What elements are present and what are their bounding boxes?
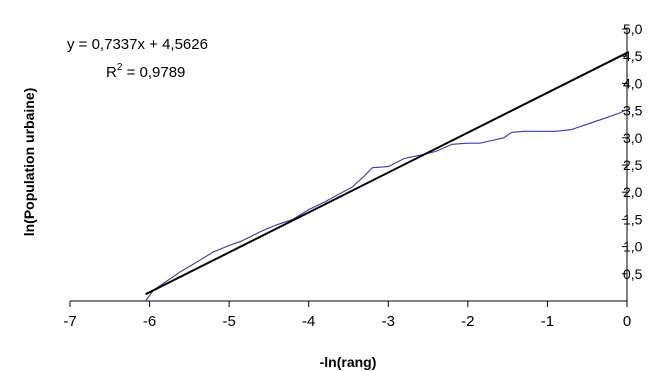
y-tick-label: 2,0: [623, 184, 643, 200]
r-squared-value: = 0,9789: [122, 64, 185, 81]
r-squared-label: R2 = 0,9789: [106, 62, 185, 81]
data-series-line: [145, 109, 628, 302]
plot-area: [145, 51, 628, 302]
r-squared-exponent: 2: [117, 62, 123, 73]
x-tick-label: -1: [541, 313, 554, 330]
y-tick-label: 3,0: [623, 130, 643, 146]
y-tick-label: 4,0: [623, 75, 643, 91]
y-tick-label: 5,0: [623, 21, 643, 37]
y-tick-label: 1,0: [623, 239, 643, 255]
y-tick-label: 4,5: [623, 48, 643, 64]
trendline: [145, 51, 628, 296]
x-tick-label: -5: [222, 313, 235, 330]
x-tick-label: -7: [63, 313, 76, 330]
x-tick-label: -2: [461, 313, 474, 330]
y-axis-ticks: 0,5 1,0 1,5 2,0 2,5 3,0 3,5 4,0 4,5 5,0: [622, 21, 643, 282]
y-tick-label: 1,5: [623, 211, 643, 227]
x-tick-label: -6: [143, 313, 156, 330]
x-tick-label: -3: [382, 313, 395, 330]
r-squared-symbol: R: [106, 64, 117, 81]
x-tick-label: -4: [302, 313, 315, 330]
x-axis-title: -ln(rang): [320, 354, 377, 370]
x-tick-label: 0: [623, 313, 631, 330]
y-axis-title: ln(Population urbaine): [21, 88, 37, 237]
x-axis-ticks: -7 -6 -5 -4 -3 -2 -1 0: [63, 301, 631, 330]
y-tick-label: 0,5: [623, 266, 643, 282]
y-tick-label: 3,5: [623, 103, 643, 119]
y-tick-label: 2,5: [623, 157, 643, 173]
regression-equation: y = 0,7337x + 4,5626: [67, 36, 208, 53]
